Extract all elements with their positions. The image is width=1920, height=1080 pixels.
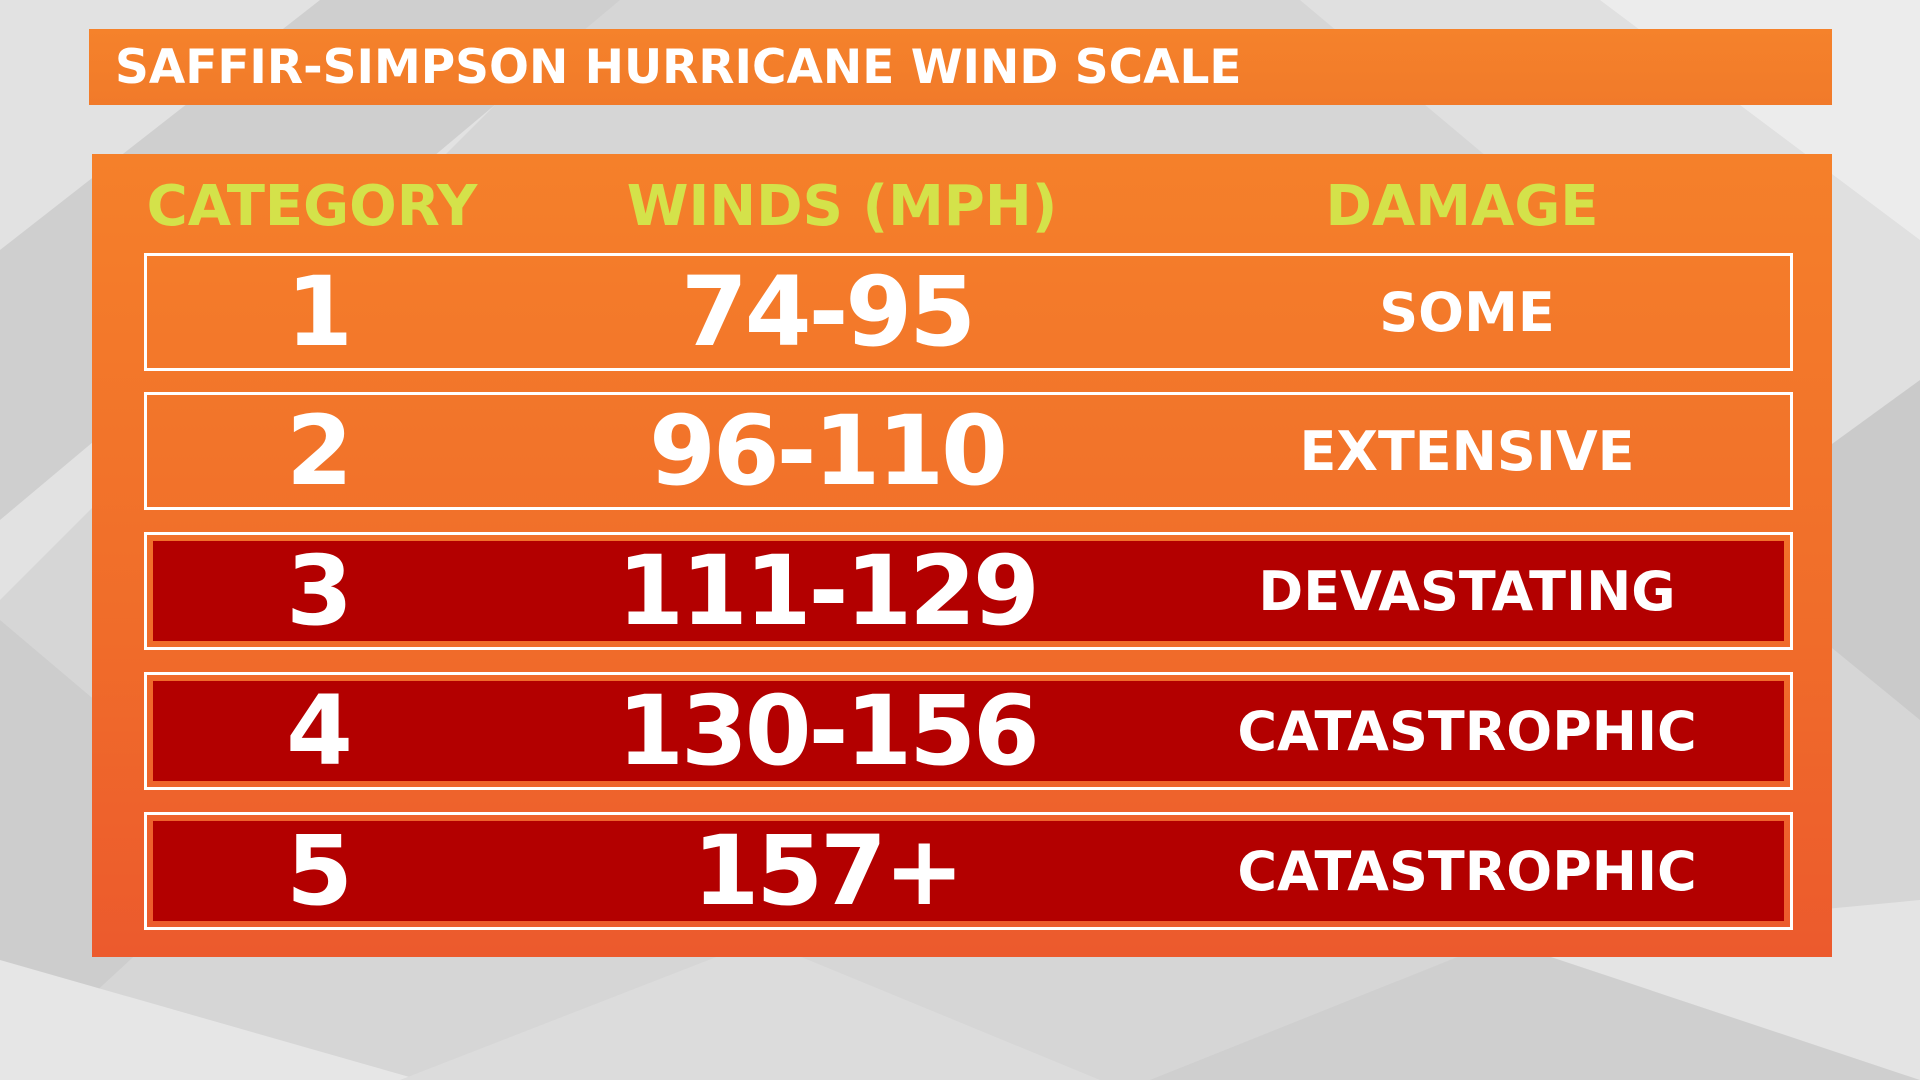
table-row: 4 130-156 CATASTROPHIC — [144, 672, 1793, 790]
row-damage: DEVASTATING — [1258, 559, 1676, 623]
row-category: 4 — [286, 675, 353, 787]
table-row: 5 157+ CATASTROPHIC — [144, 812, 1793, 930]
row-category: 5 — [286, 815, 353, 927]
row-damage: CATASTROPHIC — [1237, 839, 1697, 903]
table-row: 2 96-110 EXTENSIVE — [144, 392, 1793, 510]
row-damage: EXTENSIVE — [1299, 419, 1635, 483]
table-header: CATEGORY WINDS (MPH) DAMAGE — [92, 154, 1832, 254]
row-winds: 130-156 — [617, 675, 1040, 787]
row-winds: 74-95 — [680, 256, 976, 368]
header-winds: WINDS (MPH) — [626, 173, 1058, 239]
row-fill — [153, 681, 1784, 781]
row-fill — [153, 821, 1784, 921]
row-category: 2 — [286, 395, 353, 507]
header-category: CATEGORY — [146, 173, 478, 239]
title-bar: SAFFIR-SIMPSON HURRICANE WIND SCALE — [89, 29, 1832, 105]
row-category: 3 — [286, 535, 353, 647]
table-row: 3 111-129 DEVASTATING — [144, 532, 1793, 650]
row-damage: CATASTROPHIC — [1237, 699, 1697, 763]
row-winds: 157+ — [692, 815, 965, 927]
row-fill — [153, 541, 1784, 641]
row-winds: 111-129 — [617, 535, 1040, 647]
page-title: SAFFIR-SIMPSON HURRICANE WIND SCALE — [115, 39, 1242, 95]
header-damage: DAMAGE — [1325, 173, 1599, 239]
row-category: 1 — [286, 256, 353, 368]
table-row: 1 74-95 SOME — [144, 253, 1793, 371]
row-damage: SOME — [1379, 280, 1555, 344]
scale-table: CATEGORY WINDS (MPH) DAMAGE 1 74-95 SOME… — [92, 154, 1832, 957]
row-winds: 96-110 — [649, 395, 1008, 507]
